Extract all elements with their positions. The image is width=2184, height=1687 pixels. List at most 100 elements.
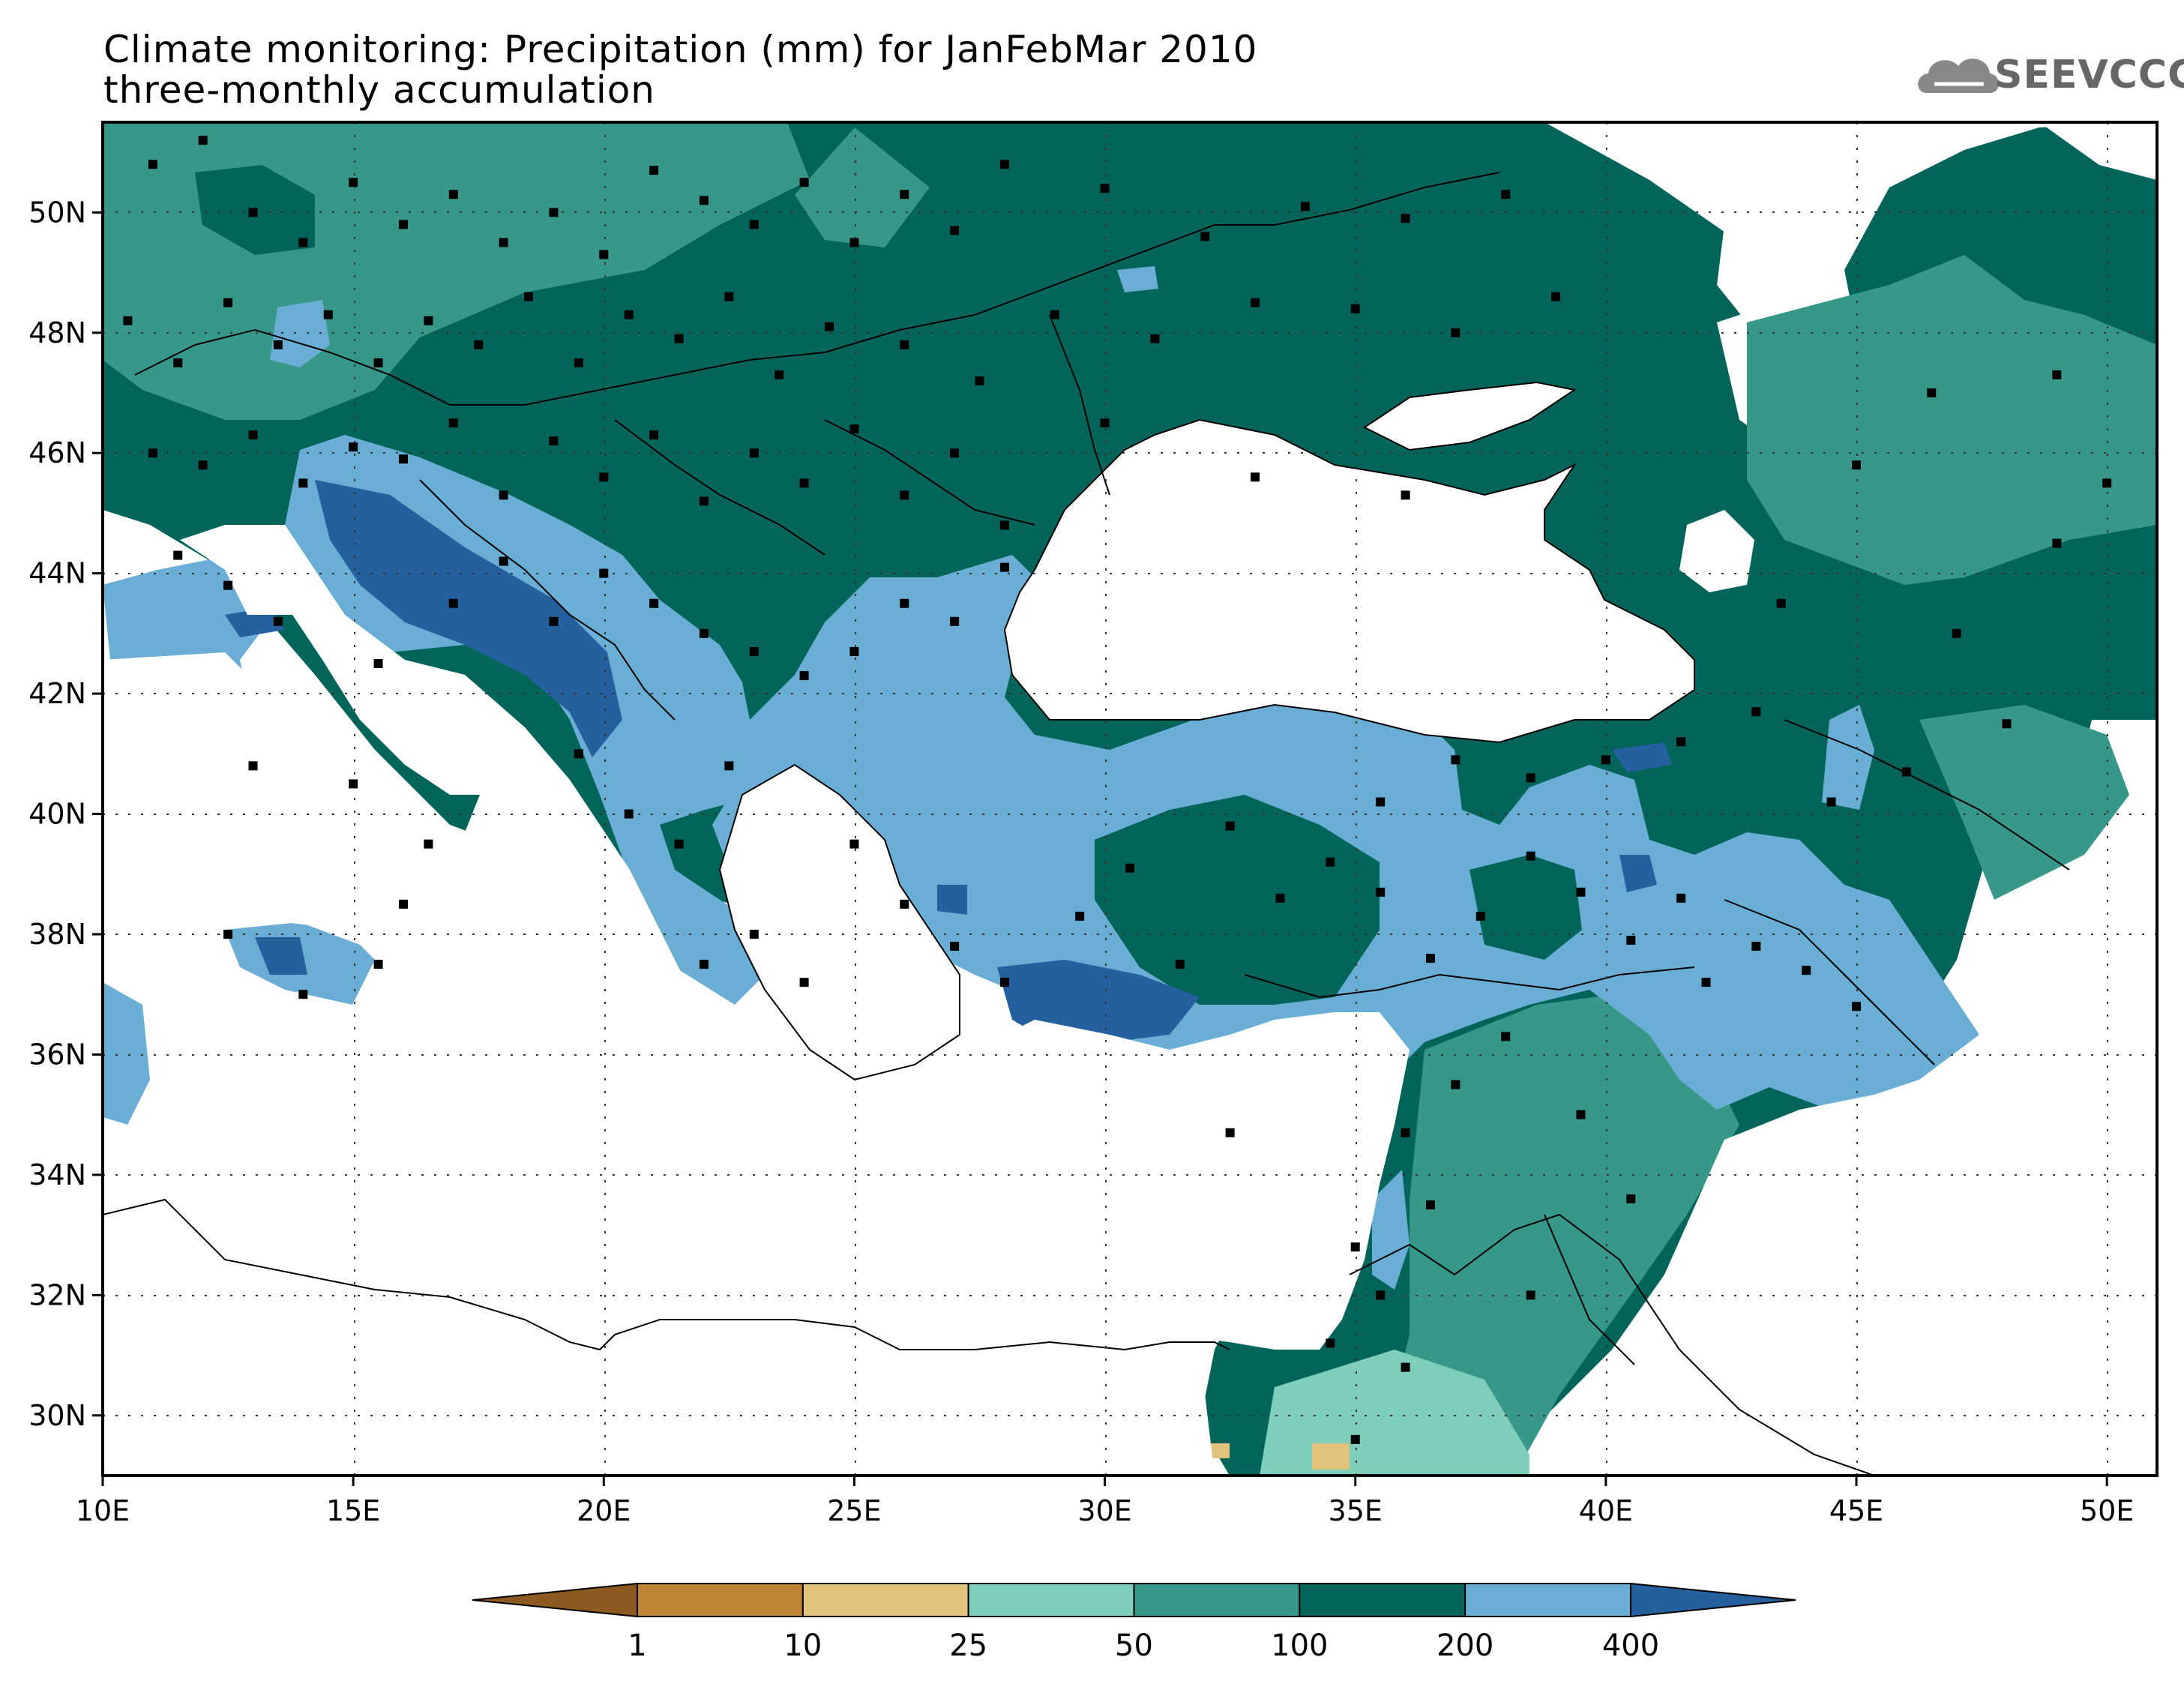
lat-tick-label: 30N <box>28 1399 86 1432</box>
station-marker <box>1776 598 1786 608</box>
gridlines <box>103 122 2157 1476</box>
colorbar-label: 1 <box>628 1629 646 1663</box>
station-marker <box>1576 887 1586 897</box>
station-marker <box>699 496 709 506</box>
lon-tick-label: 50E <box>2080 1494 2134 1527</box>
station-marker <box>298 478 308 488</box>
station-marker <box>2052 370 2062 379</box>
station-marker <box>599 250 609 259</box>
station-marker <box>1100 184 1110 193</box>
station-marker <box>1852 1002 1862 1011</box>
station-marker <box>1626 936 1636 945</box>
station-marker <box>825 322 834 331</box>
colorbar-high-arrow <box>1630 1582 1796 1618</box>
station-marker <box>950 942 960 951</box>
station-marker <box>749 220 759 229</box>
lat-tick-label: 44N <box>28 557 86 590</box>
logo-text: SEEVCCC <box>1994 52 2184 97</box>
station-marker <box>724 292 734 301</box>
station-marker <box>699 196 709 205</box>
station-marker <box>699 960 709 969</box>
station-marker <box>1901 767 1911 777</box>
station-marker <box>1601 755 1610 765</box>
lat-tick-label: 46N <box>28 436 86 469</box>
station-marker <box>549 436 559 446</box>
colorbar-swatch <box>1133 1583 1301 1617</box>
station-marker <box>999 160 1009 169</box>
station-marker <box>349 178 358 187</box>
station-marker <box>1350 1242 1360 1252</box>
station-marker <box>900 190 909 199</box>
station-marker <box>1501 1032 1511 1041</box>
station-marker <box>599 568 609 578</box>
station-marker <box>1425 954 1435 963</box>
station-marker <box>1275 893 1285 903</box>
station-marker <box>2002 719 2012 729</box>
colorbar-label: 400 <box>1602 1629 1659 1663</box>
station-marker <box>1200 232 1210 241</box>
station-marker <box>674 839 684 849</box>
station-marker <box>649 166 659 175</box>
station-marker <box>1326 857 1335 867</box>
station-marker <box>1751 707 1761 717</box>
station-marker <box>999 978 1009 987</box>
station-marker <box>950 226 960 235</box>
station-marker <box>1175 960 1185 969</box>
station-marker <box>373 358 383 367</box>
colorbar-label: 50 <box>1115 1629 1153 1663</box>
station-marker <box>398 220 408 229</box>
station-marker <box>649 598 659 608</box>
lat-tick-label: 38N <box>28 918 86 951</box>
station-marker <box>950 448 960 458</box>
station-marker <box>1676 737 1686 747</box>
station-marker <box>1451 755 1460 765</box>
station-marker <box>574 358 583 367</box>
station-marker <box>900 899 909 909</box>
station-marker <box>298 990 308 999</box>
lon-tick-label: 10E <box>76 1494 130 1527</box>
station-marker <box>1376 797 1386 807</box>
latitude-axis: 30N 32N 34N 36N 38N 40N 42N 44N 46N 48N 50N <box>28 196 103 1432</box>
lon-tick-label: 15E <box>326 1494 380 1527</box>
station-marker <box>499 490 508 500</box>
station-marker <box>223 580 233 590</box>
colorbar-label: 25 <box>949 1629 987 1663</box>
station-marker <box>849 424 859 434</box>
station-marker <box>1251 298 1260 307</box>
station-marker <box>499 238 508 247</box>
station-marker <box>1376 887 1386 897</box>
station-marker <box>1451 1080 1460 1089</box>
station-marker <box>599 472 609 482</box>
station-marker <box>1350 304 1360 313</box>
station-marker <box>1626 1194 1636 1203</box>
lat-tick-label: 48N <box>28 316 86 349</box>
station-marker <box>900 490 909 500</box>
chart-subtitle: three-monthly accumulation <box>103 68 655 112</box>
station-marker <box>123 316 133 325</box>
colorbar-label: 100 <box>1271 1629 1328 1663</box>
station-marker <box>1401 1128 1410 1137</box>
colorbar-swatch <box>967 1583 1135 1617</box>
station-marker <box>950 616 960 626</box>
lon-tick-label: 30E <box>1077 1494 1131 1527</box>
station-marker <box>273 616 283 626</box>
station-marker <box>1952 628 1961 638</box>
station-marker <box>1802 966 1811 975</box>
station-marker <box>774 370 784 379</box>
station-marker <box>424 839 433 849</box>
station-marker <box>624 809 634 819</box>
station-marker <box>198 460 208 470</box>
station-marker <box>424 316 433 325</box>
station-marker <box>1300 202 1310 211</box>
station-marker <box>1526 773 1535 783</box>
station-marker <box>373 960 383 969</box>
colorbar-low-arrow <box>472 1582 638 1618</box>
lat-tick-label: 34N <box>28 1158 86 1191</box>
station-marker <box>1451 328 1460 337</box>
station-marker <box>999 520 1009 530</box>
cloud-icon <box>1918 58 1999 93</box>
lon-tick-label: 45E <box>1829 1494 1883 1527</box>
station-marker <box>1676 893 1686 903</box>
station-marker <box>849 839 859 849</box>
